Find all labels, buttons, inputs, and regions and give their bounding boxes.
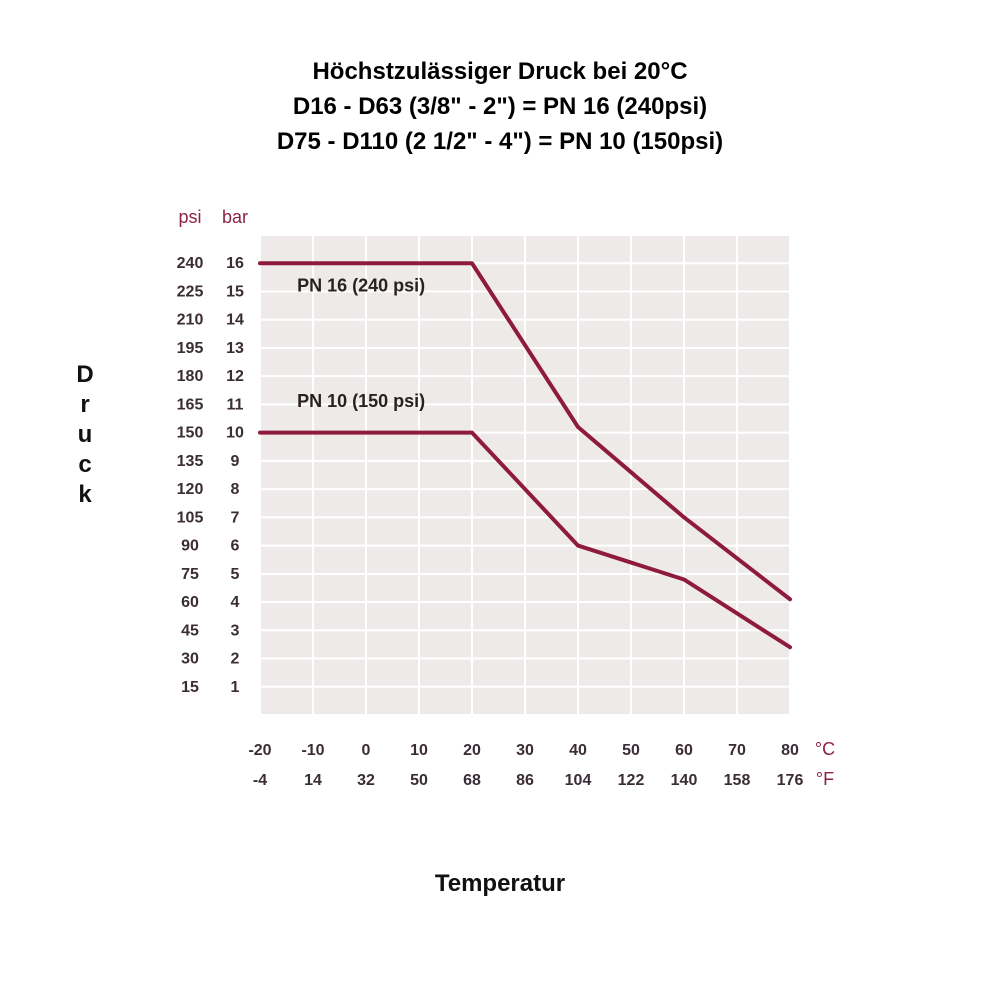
svg-text:°C: °C [815, 739, 835, 759]
svg-text:50: 50 [410, 772, 428, 789]
svg-text:140: 140 [671, 772, 698, 789]
svg-text:180: 180 [177, 368, 204, 385]
svg-text:122: 122 [618, 772, 645, 789]
svg-text:10: 10 [410, 742, 428, 759]
svg-text:120: 120 [177, 481, 204, 498]
svg-text:-10: -10 [301, 742, 324, 759]
svg-text:11: 11 [227, 396, 244, 413]
svg-text:60: 60 [675, 742, 693, 759]
svg-text:8: 8 [231, 481, 240, 498]
svg-text:PN 10 (150 psi): PN 10 (150 psi) [297, 391, 425, 411]
svg-text:9: 9 [231, 453, 240, 470]
svg-text:40: 40 [569, 742, 587, 759]
svg-text:15: 15 [226, 283, 244, 300]
svg-text:60: 60 [181, 594, 199, 611]
svg-text:12: 12 [226, 368, 244, 385]
svg-text:80: 80 [781, 742, 799, 759]
svg-text:30: 30 [181, 651, 199, 668]
svg-text:5: 5 [231, 566, 240, 583]
svg-text:6: 6 [231, 538, 240, 555]
svg-text:2: 2 [231, 651, 240, 668]
svg-text:4: 4 [231, 594, 240, 611]
svg-text:0: 0 [362, 742, 371, 759]
svg-text:50: 50 [622, 742, 640, 759]
svg-text:20: 20 [463, 742, 481, 759]
svg-text:158: 158 [724, 772, 751, 789]
svg-text:15: 15 [181, 679, 199, 696]
svg-text:150: 150 [177, 425, 204, 442]
svg-text:45: 45 [181, 622, 199, 639]
svg-text:psi: psi [178, 207, 201, 227]
svg-text:1: 1 [231, 679, 240, 696]
svg-text:165: 165 [177, 396, 204, 413]
title-block: Höchstzulässiger Druck bei 20°C D16 - D6… [0, 55, 1000, 159]
svg-text:7: 7 [231, 509, 240, 526]
svg-text:-20: -20 [248, 742, 271, 759]
svg-text:32: 32 [357, 772, 375, 789]
svg-text:PN 16 (240 psi): PN 16 (240 psi) [297, 275, 425, 295]
svg-text:225: 225 [177, 283, 204, 300]
pressure-temperature-chart: psibar1513024536047559061057120813591501… [140, 200, 860, 850]
title-line-3: D75 - D110 (2 1/2" - 4") = PN 10 (150psi… [0, 125, 1000, 160]
svg-text:75: 75 [181, 566, 199, 583]
svg-text:-4: -4 [253, 772, 267, 789]
svg-text:176: 176 [777, 772, 804, 789]
svg-text:°F: °F [816, 769, 834, 789]
svg-text:195: 195 [177, 340, 204, 357]
svg-text:135: 135 [177, 453, 204, 470]
y-axis-title: Druck [75, 360, 95, 510]
title-line-2: D16 - D63 (3/8" - 2") = PN 16 (240psi) [0, 90, 1000, 125]
svg-text:bar: bar [222, 207, 248, 227]
svg-text:13: 13 [226, 340, 244, 357]
svg-text:70: 70 [728, 742, 746, 759]
svg-text:14: 14 [304, 772, 322, 789]
svg-text:68: 68 [463, 772, 481, 789]
svg-text:90: 90 [181, 538, 199, 555]
chart-svg: psibar1513024536047559061057120813591501… [140, 200, 860, 850]
svg-text:105: 105 [177, 509, 204, 526]
svg-text:240: 240 [177, 255, 204, 272]
svg-text:3: 3 [231, 622, 240, 639]
x-axis-title: Temperatur [0, 870, 1000, 898]
svg-text:30: 30 [516, 742, 534, 759]
title-line-1: Höchstzulässiger Druck bei 20°C [0, 55, 1000, 90]
svg-text:86: 86 [516, 772, 534, 789]
svg-text:16: 16 [226, 255, 244, 272]
svg-text:14: 14 [226, 312, 244, 329]
svg-text:104: 104 [565, 772, 592, 789]
svg-text:10: 10 [226, 425, 244, 442]
svg-text:210: 210 [177, 312, 204, 329]
